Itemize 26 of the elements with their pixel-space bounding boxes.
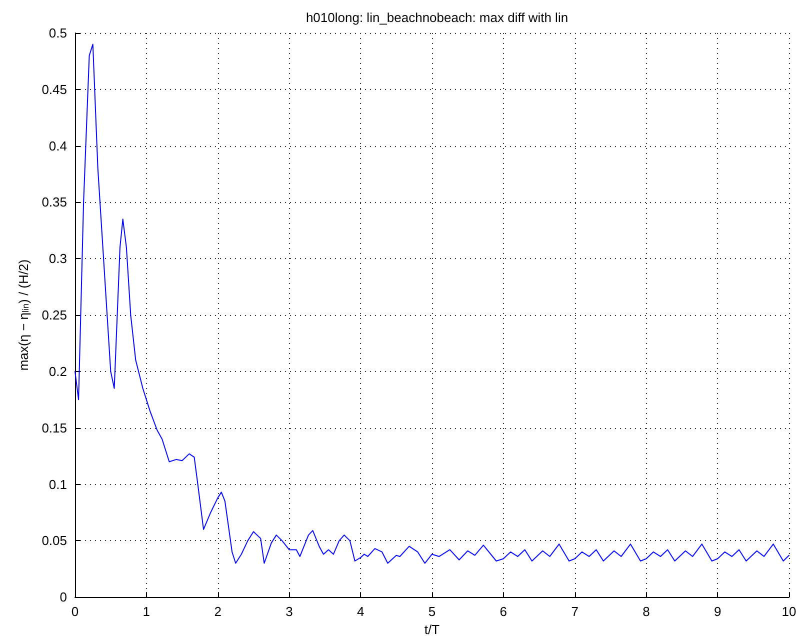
x-tick-label: 0 bbox=[71, 604, 79, 620]
x-tick-label: 7 bbox=[571, 604, 578, 620]
x-tick-label: 5 bbox=[428, 604, 436, 620]
y-tick-label: 0.4 bbox=[48, 138, 67, 154]
x-axis-title: t/T bbox=[424, 622, 440, 637]
y-tick-label: 0.15 bbox=[42, 420, 67, 436]
x-tick-label: 3 bbox=[286, 604, 293, 620]
y-tick-label: 0.3 bbox=[48, 251, 67, 266]
x-tick-label: 9 bbox=[714, 604, 722, 620]
y-axis-title: max(η − ηlin) / (H/2) bbox=[16, 259, 31, 371]
y-tick-label: 0.05 bbox=[42, 533, 67, 548]
y-tick-label: 0.35 bbox=[42, 194, 67, 210]
x-tick-label: 6 bbox=[500, 604, 508, 620]
y-tick-label: 0.45 bbox=[42, 82, 67, 97]
y-tick-label: 0.1 bbox=[48, 476, 67, 492]
x-tick-label: 2 bbox=[214, 604, 222, 620]
x-tick-label: 10 bbox=[782, 604, 796, 620]
x-tick-label: 8 bbox=[642, 604, 650, 620]
x-tick-label: 4 bbox=[356, 604, 364, 620]
line-series bbox=[74, 44, 790, 564]
chart-title: h010long: lin_beachnobeach: max diff with lin bbox=[306, 10, 568, 25]
y-tick-label: 0 bbox=[60, 590, 67, 605]
y-tick-label: 0.5 bbox=[48, 26, 67, 40]
y-tick-label: 0.25 bbox=[42, 308, 67, 323]
y-tick-label: 0.2 bbox=[48, 364, 67, 379]
x-tick-label: 1 bbox=[142, 604, 150, 620]
